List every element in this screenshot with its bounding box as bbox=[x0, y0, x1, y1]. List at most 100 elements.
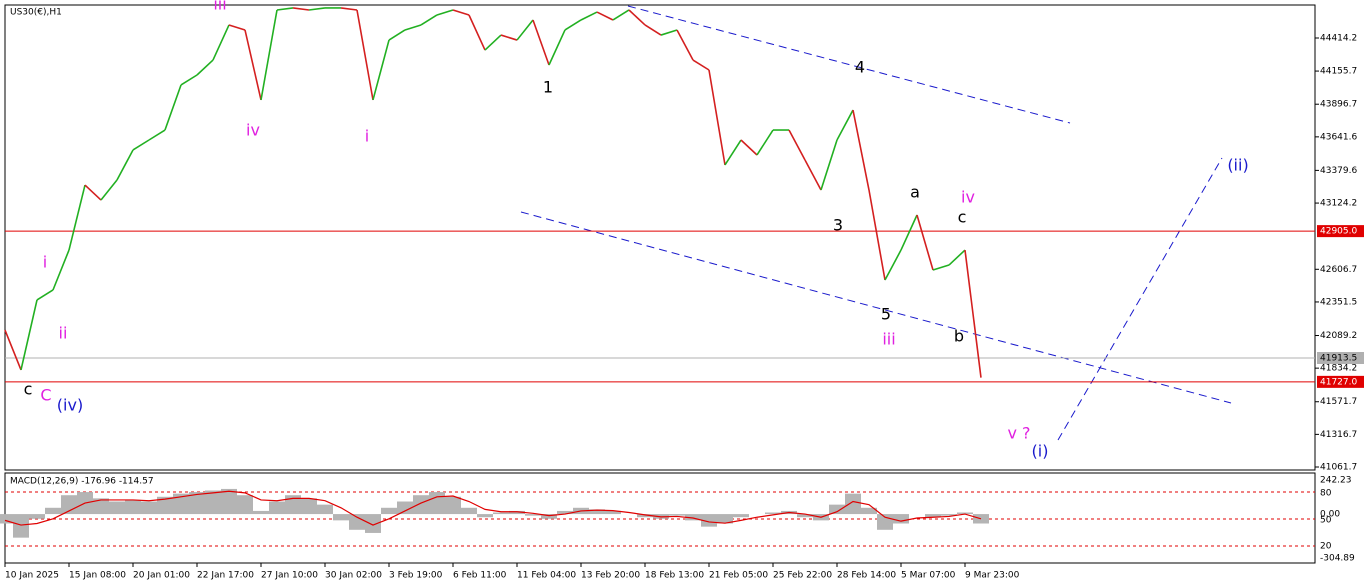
macd-bar bbox=[525, 514, 541, 516]
price-segment bbox=[180, 74, 198, 86]
price-segment bbox=[820, 139, 838, 191]
price-segment bbox=[532, 19, 550, 66]
macd-label: MACD(12,26,9) -176.96 -114.57 bbox=[10, 477, 154, 487]
wave-label: (iv) bbox=[57, 396, 83, 415]
macd-bar bbox=[429, 492, 445, 515]
price-segment bbox=[404, 24, 422, 31]
macd-bar bbox=[845, 493, 861, 515]
macd-bar bbox=[269, 501, 285, 515]
x-tick-label: 20 Jan 01:00 bbox=[133, 571, 190, 581]
macd-bar bbox=[45, 507, 61, 515]
wave-label: (ii) bbox=[1227, 156, 1248, 175]
price-box bbox=[1317, 352, 1364, 365]
price-segment bbox=[468, 14, 486, 51]
price-segment bbox=[164, 84, 182, 131]
macd-bar bbox=[253, 510, 269, 515]
x-tick-label: 11 Feb 04:00 bbox=[517, 571, 576, 581]
macd-bar bbox=[349, 514, 365, 530]
price-segment bbox=[196, 59, 214, 76]
price-segment bbox=[20, 299, 38, 371]
price-segment bbox=[420, 14, 438, 26]
price-segment bbox=[244, 29, 262, 101]
macd-bar bbox=[157, 496, 173, 515]
price-segment bbox=[436, 9, 454, 16]
wave-label: iii bbox=[882, 330, 895, 349]
wave-label: c bbox=[958, 208, 967, 227]
macd-bar bbox=[317, 504, 333, 515]
price-box bbox=[1317, 375, 1364, 388]
macd-bar bbox=[685, 514, 701, 521]
macd-bar bbox=[413, 495, 429, 515]
macd-bar bbox=[445, 496, 461, 515]
price-segment bbox=[516, 19, 534, 41]
price-segment bbox=[644, 24, 662, 36]
price-segment bbox=[852, 109, 870, 191]
price-segment bbox=[84, 184, 102, 201]
x-tick-label: 13 Feb 20:00 bbox=[581, 571, 640, 581]
macd-bar bbox=[509, 510, 525, 515]
price-segment bbox=[788, 129, 806, 161]
macd-bar bbox=[733, 514, 749, 518]
wave-label: b bbox=[954, 327, 964, 346]
wave-label: 4 bbox=[855, 58, 865, 77]
price-segment bbox=[740, 139, 758, 156]
price-segment bbox=[340, 7, 358, 11]
price-segment bbox=[804, 159, 822, 191]
macd-bar bbox=[29, 514, 45, 519]
macd-bar bbox=[0, 514, 13, 524]
x-tick-label: 25 Feb 22:00 bbox=[773, 571, 832, 581]
macd-axis-label: 242.23 bbox=[1320, 476, 1352, 486]
macd-bar bbox=[141, 501, 157, 515]
price-segment bbox=[148, 129, 166, 141]
macd-bar bbox=[605, 510, 621, 515]
price-segment bbox=[660, 29, 678, 36]
macd-bar bbox=[589, 509, 605, 515]
signal-line bbox=[4, 490, 982, 526]
macd-bar bbox=[477, 514, 493, 518]
macd-bar bbox=[493, 512, 509, 515]
macd-bar bbox=[797, 514, 813, 518]
macd-bar bbox=[333, 514, 349, 521]
wave-label: a bbox=[910, 183, 920, 202]
wave-label: c bbox=[24, 380, 33, 399]
trend-line bbox=[520, 211, 1232, 404]
symbol-label: US30(€),H1 bbox=[10, 8, 62, 18]
x-tick-label: 3 Feb 19:00 bbox=[389, 571, 443, 581]
price-segment bbox=[500, 34, 518, 41]
price-segment bbox=[372, 39, 390, 101]
price-segment bbox=[452, 9, 470, 16]
macd-bar bbox=[829, 504, 845, 515]
wave-label: 1 bbox=[543, 78, 553, 97]
macd-bar bbox=[957, 512, 973, 515]
x-tick-label: 5 Mar 07:00 bbox=[901, 571, 956, 581]
price-box-label: 42905.0 bbox=[1320, 227, 1357, 237]
macd-axis-label: 50 bbox=[1320, 516, 1332, 526]
price-segment bbox=[932, 264, 950, 271]
price-segment bbox=[116, 149, 134, 181]
price-segment bbox=[484, 34, 502, 51]
trend-line bbox=[1057, 157, 1223, 441]
price-segment bbox=[308, 7, 326, 11]
macd-axis-label: 20 bbox=[1320, 542, 1332, 552]
x-tick-label: 15 Jan 08:00 bbox=[69, 571, 126, 581]
y-tick-label: 41316.7 bbox=[1320, 430, 1357, 440]
macd-bar bbox=[285, 495, 301, 515]
x-tick-label: 6 Feb 11:00 bbox=[453, 571, 507, 581]
y-tick-label: 41571.7 bbox=[1320, 397, 1357, 407]
macd-bar bbox=[365, 514, 381, 533]
price-segment bbox=[692, 59, 710, 71]
price-segment bbox=[228, 24, 246, 31]
macd-axis-label: 80 bbox=[1320, 489, 1332, 499]
price-box-label: 41727.0 bbox=[1320, 377, 1357, 387]
price-segment bbox=[724, 139, 742, 166]
price-segment bbox=[276, 7, 294, 11]
y-tick-label: 42606.7 bbox=[1320, 265, 1357, 275]
y-tick-label: 44414.2 bbox=[1320, 33, 1357, 43]
y-tick-label: 42351.5 bbox=[1320, 297, 1357, 307]
x-tick-label: 21 Feb 05:00 bbox=[709, 571, 768, 581]
wave-label: v ? bbox=[1007, 424, 1030, 443]
macd-bar bbox=[925, 514, 941, 518]
price-box-label: 41913.5 bbox=[1320, 354, 1357, 364]
price-box bbox=[1317, 225, 1364, 238]
